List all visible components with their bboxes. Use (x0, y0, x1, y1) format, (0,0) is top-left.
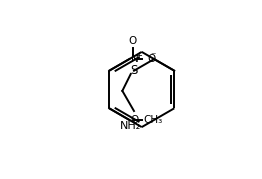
Text: O: O (147, 54, 155, 64)
Text: O: O (129, 36, 137, 46)
Text: N: N (131, 54, 139, 64)
Text: O: O (130, 115, 139, 125)
Text: CH₃: CH₃ (144, 115, 163, 125)
Text: S: S (130, 64, 138, 77)
Text: NH₂: NH₂ (120, 121, 141, 131)
Text: ⁻: ⁻ (151, 51, 156, 61)
Text: +: + (135, 51, 142, 60)
